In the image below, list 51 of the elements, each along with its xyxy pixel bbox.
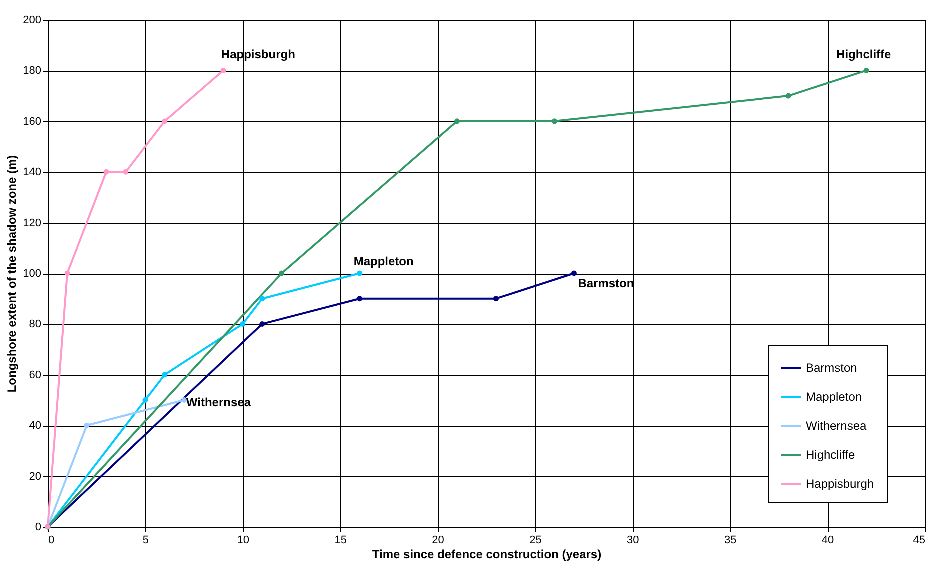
legend-label: Highcliffe — [806, 448, 856, 462]
y-tick-label: 120 — [23, 217, 42, 230]
point — [64, 270, 70, 276]
point — [357, 270, 363, 276]
x-tick-label: 25 — [530, 534, 542, 546]
point — [162, 118, 168, 124]
y-tick-label: 60 — [29, 369, 42, 382]
point — [552, 118, 558, 124]
point — [123, 169, 129, 175]
point — [162, 372, 168, 378]
y-tick-label: 40 — [29, 420, 42, 432]
y-tick-label: 200 — [23, 14, 42, 26]
point — [571, 270, 577, 276]
x-tick-label: 35 — [724, 534, 737, 546]
y-tick-label: 0 — [35, 522, 42, 534]
point — [142, 398, 148, 403]
x-tick-label: 5 — [142, 534, 150, 546]
point — [84, 422, 90, 428]
point — [260, 296, 266, 302]
legend-label: Happisburgh — [806, 477, 874, 491]
point — [864, 68, 870, 74]
point — [260, 321, 266, 327]
x-tick-label: 10 — [237, 534, 250, 546]
x-tick-label: 30 — [627, 534, 640, 546]
x-tick-label: 20 — [432, 534, 444, 546]
x-tick-label: 40 — [822, 534, 834, 546]
y-tick-label: 20 — [29, 470, 42, 483]
point — [104, 169, 110, 175]
text: Mappleton — [354, 254, 414, 268]
point — [357, 296, 363, 302]
point — [240, 321, 246, 327]
x-axis-title: Time since defence construction (years) — [372, 548, 602, 562]
y-tick-label: 80 — [29, 318, 42, 331]
y-tick-label: 160 — [23, 116, 42, 128]
point — [454, 118, 460, 124]
point — [786, 93, 792, 99]
point — [494, 296, 499, 302]
legend-label: Withernsea — [806, 419, 868, 433]
y-tick-label: 100 — [23, 268, 42, 280]
x-tick-label: 0 — [48, 534, 55, 546]
y-tick-label: 180 — [23, 65, 42, 78]
point — [279, 270, 285, 276]
text: Barmston — [578, 276, 634, 290]
y-axis-title: Longshore extent of the shadow zone (m) — [5, 155, 20, 393]
x-tick-label: 15 — [334, 534, 347, 546]
point — [220, 68, 226, 74]
legend-label: Barmston — [806, 361, 858, 375]
text: Highcliffe — [836, 48, 892, 62]
y-tick-label: 140 — [23, 166, 42, 179]
x-tick-label: 45 — [913, 534, 926, 546]
legend-label: Mappleton — [806, 390, 862, 404]
